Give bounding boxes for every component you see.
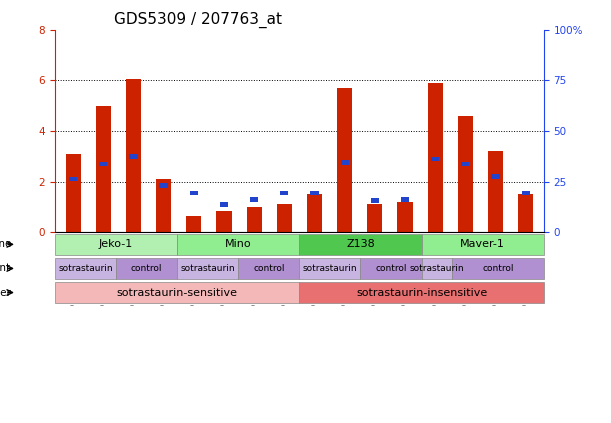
Bar xyxy=(159,183,168,188)
Text: other: other xyxy=(0,288,11,297)
Text: GDS5309 / 207763_at: GDS5309 / 207763_at xyxy=(114,12,282,28)
Bar xyxy=(126,79,141,232)
Bar xyxy=(277,204,292,232)
FancyBboxPatch shape xyxy=(55,258,116,279)
Text: sotrastaurin: sotrastaurin xyxy=(302,264,357,273)
Text: control: control xyxy=(253,264,285,273)
Bar xyxy=(307,194,322,232)
Bar xyxy=(491,174,500,179)
Text: sotrastaurin-sensitive: sotrastaurin-sensitive xyxy=(117,288,238,297)
Bar xyxy=(458,116,473,232)
Bar xyxy=(310,191,318,195)
Text: control: control xyxy=(131,264,163,273)
FancyBboxPatch shape xyxy=(299,282,544,303)
Bar xyxy=(428,83,443,232)
Bar xyxy=(518,194,533,232)
Bar xyxy=(186,216,202,232)
Bar xyxy=(461,162,469,166)
FancyBboxPatch shape xyxy=(55,282,299,303)
Bar xyxy=(250,197,258,202)
Bar xyxy=(337,88,352,232)
Text: cell line: cell line xyxy=(0,239,11,250)
Bar xyxy=(397,202,412,232)
Bar xyxy=(220,202,228,207)
Bar xyxy=(401,197,409,202)
Bar xyxy=(189,191,198,195)
Bar xyxy=(96,106,111,232)
Text: control: control xyxy=(375,264,407,273)
Bar xyxy=(488,151,503,232)
FancyBboxPatch shape xyxy=(452,258,544,279)
Text: agent: agent xyxy=(0,264,11,273)
FancyBboxPatch shape xyxy=(360,258,422,279)
Bar xyxy=(69,177,77,181)
Text: sotrastaurin-insensitive: sotrastaurin-insensitive xyxy=(356,288,487,297)
Text: sotrastaurin: sotrastaurin xyxy=(58,264,113,273)
Bar xyxy=(522,191,530,195)
Bar xyxy=(371,198,379,203)
Text: Maver-1: Maver-1 xyxy=(460,239,505,250)
FancyBboxPatch shape xyxy=(116,258,177,279)
Bar xyxy=(367,204,382,232)
FancyBboxPatch shape xyxy=(177,233,299,255)
FancyBboxPatch shape xyxy=(55,233,177,255)
Text: Jeko-1: Jeko-1 xyxy=(99,239,133,250)
Text: Mino: Mino xyxy=(225,239,252,250)
Bar xyxy=(280,191,288,195)
Bar xyxy=(65,154,81,232)
FancyBboxPatch shape xyxy=(422,233,544,255)
Bar xyxy=(99,162,108,166)
Text: sotrastaurin: sotrastaurin xyxy=(409,264,464,273)
Text: control: control xyxy=(482,264,514,273)
Bar xyxy=(130,154,137,159)
FancyBboxPatch shape xyxy=(422,258,452,279)
Text: sotrastaurin: sotrastaurin xyxy=(180,264,235,273)
FancyBboxPatch shape xyxy=(177,258,238,279)
Bar xyxy=(431,157,439,161)
FancyBboxPatch shape xyxy=(238,258,299,279)
Bar xyxy=(247,207,262,232)
FancyBboxPatch shape xyxy=(299,233,422,255)
Text: Z138: Z138 xyxy=(346,239,375,250)
Bar xyxy=(340,160,349,165)
FancyBboxPatch shape xyxy=(299,258,360,279)
Bar xyxy=(216,211,232,232)
Bar xyxy=(156,179,171,232)
